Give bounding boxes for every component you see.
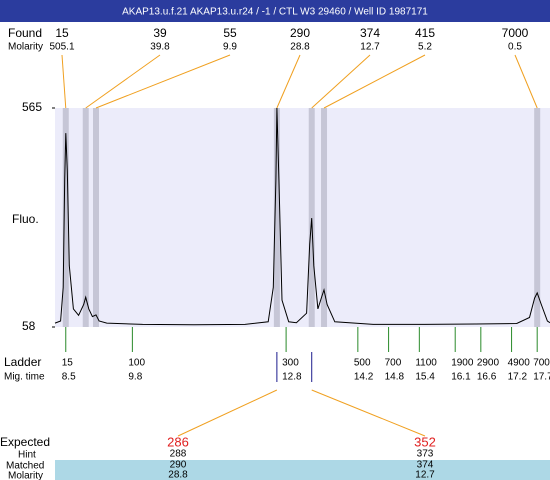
leader-line xyxy=(323,54,426,109)
match-line xyxy=(177,389,278,437)
plot-area xyxy=(55,108,550,327)
expected-size: 286 xyxy=(167,434,189,449)
leader-line xyxy=(514,54,538,109)
leader-line xyxy=(276,54,301,109)
found-size: 415 xyxy=(415,26,435,40)
header-bar xyxy=(0,0,550,22)
leader-line xyxy=(95,54,231,109)
found-size: 39 xyxy=(153,26,167,40)
matched-label: Matched xyxy=(6,461,44,472)
found-molarity: 505.1 xyxy=(49,42,74,53)
y-tick-label: 58 xyxy=(22,319,36,333)
ladder-size: 300 xyxy=(282,358,299,369)
ladder-size: 4900 xyxy=(508,358,531,369)
expected-molarity-label: Molarity xyxy=(8,471,43,480)
match-line xyxy=(311,389,426,437)
peak-band xyxy=(534,108,541,327)
peak-band xyxy=(82,108,89,327)
ladder-label: Ladder xyxy=(4,355,41,369)
found-molarity: 0.5 xyxy=(508,42,522,53)
header-title: AKAP13.u.f.21 AKAP13.u.r24 / -1 / CTL W3… xyxy=(122,7,428,18)
peak-band xyxy=(62,108,69,327)
found-label: Found xyxy=(8,26,42,40)
found-molarity: 5.2 xyxy=(418,42,432,53)
mig-time-label: Mig. time xyxy=(4,372,45,383)
found-size: 15 xyxy=(55,26,69,40)
ladder-size: 1100 xyxy=(415,358,437,369)
hint-size: 288 xyxy=(170,449,187,460)
y-axis-label: Fluo. xyxy=(12,212,39,226)
ladder-size: 2900 xyxy=(477,358,500,369)
ladder-time: 17.2 xyxy=(508,372,528,383)
hint-label: Hint xyxy=(18,450,36,461)
leader-line xyxy=(311,54,371,109)
leader-line xyxy=(85,54,161,109)
found-size: 290 xyxy=(290,26,310,40)
ladder-size: 100 xyxy=(128,358,145,369)
ladder-size: 500 xyxy=(354,358,371,369)
found-size: 374 xyxy=(360,26,380,40)
found-molarity: 39.8 xyxy=(150,42,170,53)
matched-band xyxy=(55,460,550,480)
peak-band xyxy=(308,108,315,327)
expected-size: 352 xyxy=(414,434,436,449)
leader-line xyxy=(61,54,67,109)
ladder-size: 700 xyxy=(385,358,402,369)
found-molarity: 28.8 xyxy=(290,42,310,53)
ladder-time: 15.4 xyxy=(415,372,435,383)
ladder-time: 17.7 xyxy=(533,372,550,383)
peak-band xyxy=(92,108,99,327)
ladder-time: 16.6 xyxy=(477,372,497,383)
ladder-time: 14.2 xyxy=(354,372,374,383)
matched-molarity: 28.8 xyxy=(168,470,188,480)
hint-size: 373 xyxy=(417,449,434,460)
found-size: 7000 xyxy=(502,26,529,40)
ladder-time: 16.1 xyxy=(451,372,471,383)
peak-band xyxy=(321,108,328,327)
matched-size: 290 xyxy=(170,460,187,471)
molarity-label: Molarity xyxy=(8,42,43,53)
matched-molarity: 12.7 xyxy=(415,470,435,480)
y-tick-label: 565 xyxy=(22,100,42,114)
ladder-size: 7000 xyxy=(533,358,550,369)
found-size: 55 xyxy=(223,26,237,40)
ladder-time: 9.8 xyxy=(128,372,142,383)
ladder-time: 12.8 xyxy=(282,372,302,383)
ladder-time: 14.8 xyxy=(385,372,405,383)
found-molarity: 12.7 xyxy=(360,42,380,53)
ladder-size: 1900 xyxy=(451,358,474,369)
ladder-time: 8.5 xyxy=(62,372,76,383)
ladder-size: 15 xyxy=(62,358,74,369)
peak-band xyxy=(273,108,280,327)
expected-label: Expected xyxy=(0,435,50,449)
matched-size: 374 xyxy=(417,460,434,471)
trace xyxy=(54,107,550,326)
found-molarity: 9.9 xyxy=(223,42,237,53)
